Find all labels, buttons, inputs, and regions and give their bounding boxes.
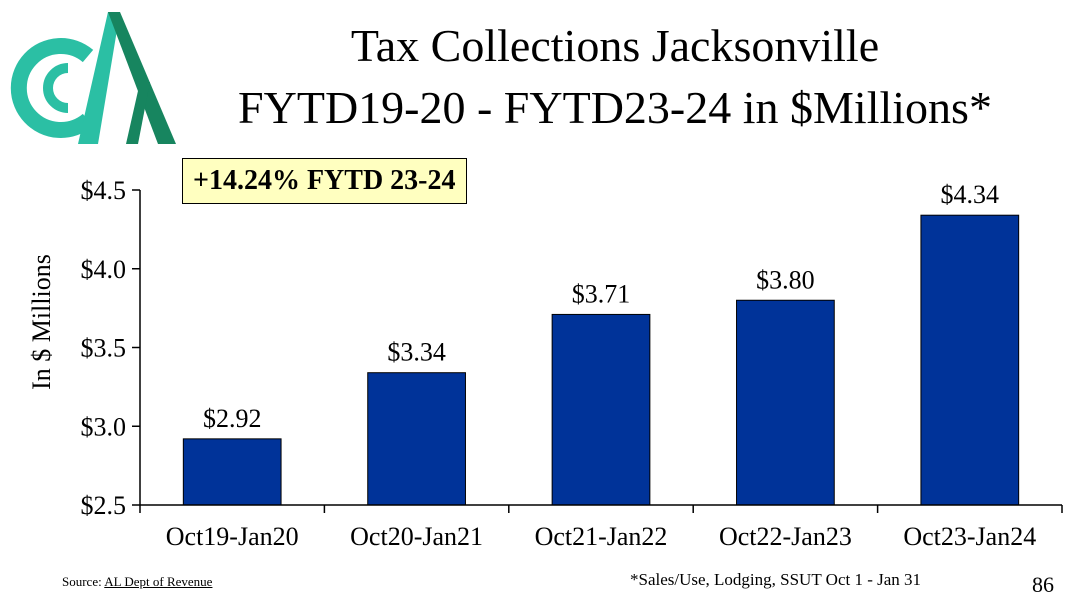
bar [551, 313, 651, 506]
footnote: *Sales/Use, Lodging, SSUT Oct 1 - Jan 31 [630, 570, 922, 589]
source-label: Source: [62, 574, 102, 589]
bar-data-label: $2.92 [203, 404, 262, 433]
bar-data-label: $3.71 [572, 279, 631, 308]
bar [182, 438, 282, 506]
bar-data-label: $4.34 [941, 180, 1000, 209]
x-tick-label: Oct23-Jan24 [903, 522, 1036, 551]
bar [920, 214, 1020, 506]
x-tick-label: Oct22-Jan23 [719, 522, 852, 551]
x-tick-label: Oct21-Jan22 [535, 522, 668, 551]
y-tick-label: $3.0 [81, 412, 127, 441]
y-tick-label: $4.0 [81, 255, 127, 284]
title-line-1: Tax Collections Jacksonville [350, 20, 880, 71]
highlight-callout: +14.24% FYTD 23-24 [182, 158, 467, 204]
source-note: Source: AL Dept of Revenue [62, 574, 212, 590]
bar [367, 372, 466, 506]
y-tick-label: $3.5 [81, 334, 127, 363]
logo-icon [10, 12, 176, 144]
y-tick-label: $4.5 [81, 176, 127, 205]
x-tick-label: Oct20-Jan21 [350, 522, 483, 551]
source-link[interactable]: AL Dept of Revenue [104, 574, 213, 589]
y-axis-label: In $ Millions [27, 254, 56, 390]
bar-data-label: $3.80 [756, 265, 815, 294]
page-number: 86 [1032, 572, 1054, 597]
bar-data-label: $3.34 [387, 338, 446, 367]
bar [736, 299, 835, 506]
title-line-2: FYTD19-20 - FYTD23-24 in $Millions* [238, 82, 992, 133]
y-tick-label: $2.5 [81, 491, 127, 520]
x-tick-label: Oct19-Jan20 [166, 522, 299, 551]
